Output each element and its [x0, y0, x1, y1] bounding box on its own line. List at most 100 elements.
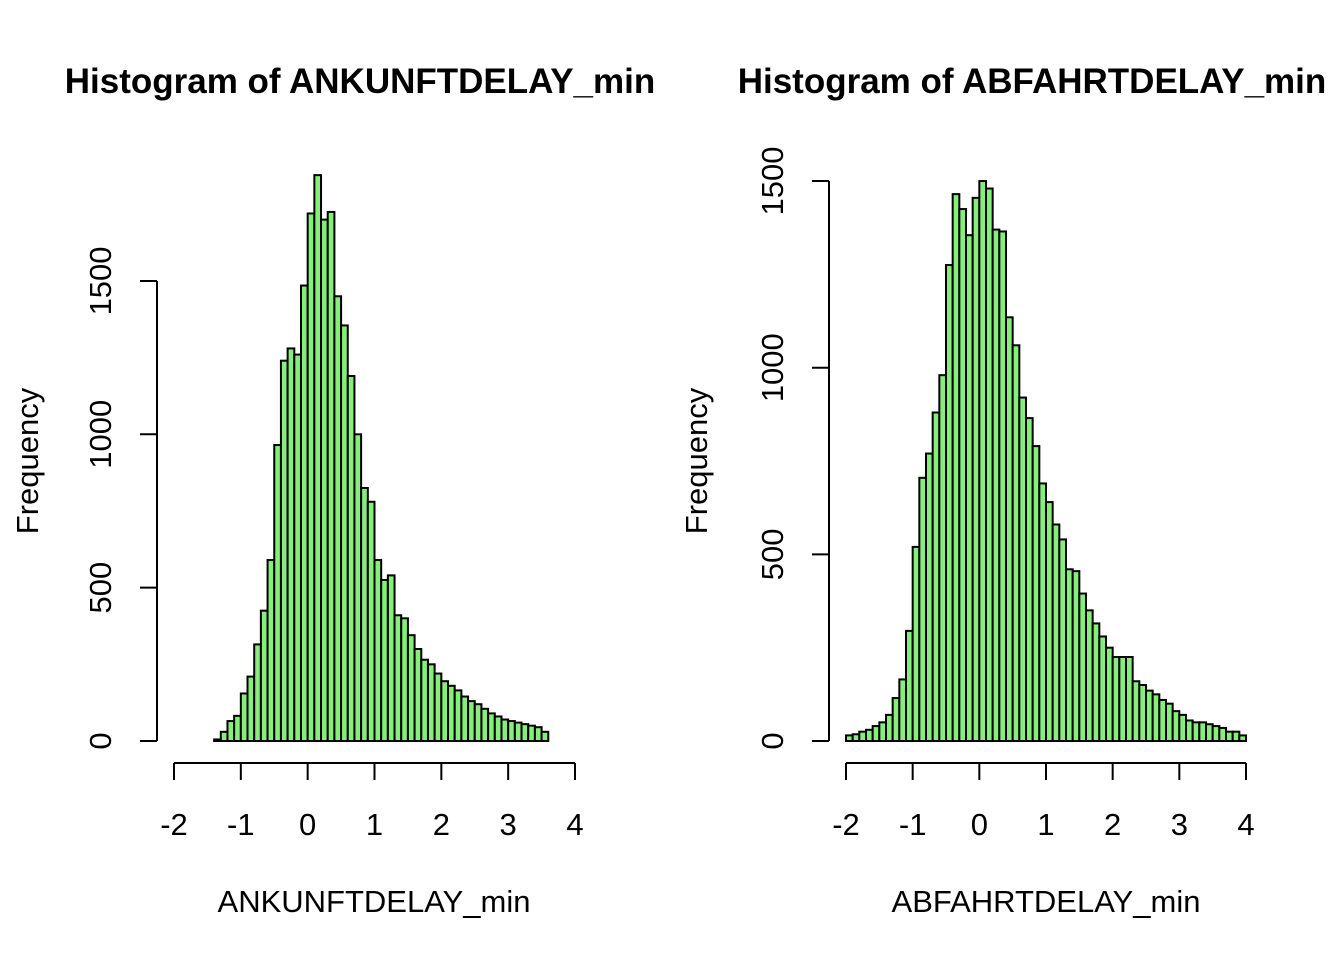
histogram-bar: [500, 718, 510, 743]
histogram-bar: [273, 444, 282, 742]
histogram-bar: [1238, 734, 1248, 743]
histogram-bar: [1198, 721, 1208, 743]
histogram-bar: [1145, 689, 1154, 742]
histogram-bar: [1131, 680, 1141, 742]
histogram-bar: [380, 578, 389, 742]
x-tick-label: 3: [500, 807, 517, 842]
histogram-bar: [1111, 656, 1121, 743]
histogram-bar: [213, 738, 222, 742]
histogram-bar: [219, 730, 229, 743]
y-tick-label: 0: [755, 732, 790, 749]
x-tick-label: 4: [1237, 807, 1254, 842]
histogram-bar: [1065, 568, 1074, 742]
x-tick-label: -2: [160, 807, 188, 842]
histogram-bar: [413, 647, 423, 742]
histogram-bar: [453, 689, 463, 742]
y-tick-label: 500: [83, 562, 118, 614]
histogram-bar: [1018, 396, 1027, 742]
histogram-bar: [406, 634, 416, 742]
histogram-bar: [1118, 656, 1128, 743]
histogram-bar: [279, 359, 289, 742]
histogram-bar: [493, 715, 503, 742]
histogram-bar: [393, 614, 403, 742]
histogram-bar: [246, 675, 256, 743]
y-axis: 0 500 1000 1500: [755, 147, 830, 750]
histogram-bar: [1058, 538, 1068, 743]
x-tick-label: 1: [1037, 807, 1054, 842]
histogram-bar: [1218, 726, 1228, 743]
y-tick-label: 1500: [83, 246, 118, 315]
histogram-bar: [1191, 721, 1201, 743]
histogram-bar: [426, 663, 436, 743]
histogram-bar: [533, 726, 543, 742]
histogram-bar: [1165, 702, 1174, 742]
histogram-bar: [1098, 635, 1108, 743]
histogram-bar: [420, 658, 429, 742]
y-tick-label: 1000: [83, 400, 118, 469]
y-tick-label: 0: [83, 732, 118, 749]
histogram-bar: [1085, 609, 1094, 742]
histogram-bar: [333, 295, 343, 742]
histogram-bar: [259, 609, 269, 743]
histogram-bar: [460, 695, 470, 743]
histogram-bar: [540, 730, 550, 743]
histogram-bar: [1225, 730, 1234, 742]
x-tick-label: 1: [366, 807, 383, 842]
histogram-bar: [507, 720, 516, 743]
histogram-bar: [487, 712, 496, 742]
x-axis-label: ABFAHRTDELAY_min: [892, 884, 1201, 919]
bar-group: [213, 174, 550, 743]
histogram-panel-ankunft: Histogram of ANKUNFTDELAY_min ANKUNFTDEL…: [10, 62, 655, 919]
histogram-panel-abfahrt: Histogram of ABFAHRTDELAY_min ABFAHRTDEL…: [679, 62, 1326, 919]
chart-title: Histogram of ABFAHRTDELAY_min: [738, 62, 1327, 101]
bar-group: [845, 180, 1248, 743]
x-tick-label: -1: [899, 807, 927, 842]
histogram-bar: [1125, 656, 1134, 743]
x-tick-label: 2: [433, 807, 450, 842]
y-tick-label: 500: [755, 528, 790, 580]
histogram-bar: [326, 210, 336, 742]
histogram-bar: [253, 643, 262, 743]
histogram-bar: [1151, 693, 1161, 743]
histogram-bar: [1185, 719, 1194, 743]
histogram-bar: [400, 617, 409, 743]
histogram-bar: [1105, 646, 1114, 742]
histogram-bar: [233, 714, 242, 742]
histogram-bar: [1091, 622, 1101, 743]
x-tick-label: 0: [299, 807, 316, 842]
x-tick-label: 4: [566, 807, 583, 842]
histogram-bar: [1205, 723, 1214, 742]
y-axis: 0 500 1000 1500: [83, 246, 158, 750]
x-tick-label: -2: [832, 807, 860, 842]
chart-title: Histogram of ANKUNFTDELAY_min: [65, 62, 656, 101]
histogram-bar: [299, 284, 309, 742]
histogram-bar: [1045, 501, 1054, 743]
histogram-bar: [1158, 698, 1168, 743]
histogram-bar: [520, 723, 530, 742]
histogram-bar: [373, 559, 383, 742]
histogram-bar: [527, 724, 536, 742]
y-axis-label: Frequency: [679, 387, 714, 534]
histogram-bar: [440, 680, 450, 742]
x-tick-label: 0: [971, 807, 988, 842]
histogram-bar: [320, 218, 329, 743]
histogram-bar: [239, 692, 249, 742]
histogram-bar: [433, 672, 443, 742]
y-axis-label: Frequency: [10, 387, 45, 534]
histogram-bar: [286, 347, 296, 742]
histogram-bar: [366, 500, 376, 742]
histogram-bar: [360, 486, 369, 742]
y-tick-label: 1000: [755, 333, 790, 402]
histogram-bar: [1078, 592, 1088, 743]
histogram-bar: [1171, 710, 1181, 742]
x-tick-label: 2: [1104, 807, 1121, 842]
histogram-bar: [1051, 523, 1061, 743]
histogram-bar: [1178, 713, 1188, 743]
histogram-bar: [386, 574, 396, 743]
histogram-bar: [313, 174, 323, 743]
histogram-bar: [513, 721, 523, 743]
x-tick-label: -1: [227, 807, 255, 842]
histogram-bar: [226, 720, 236, 743]
x-axis: -2 -1 0 1 2 3 4: [160, 762, 584, 842]
